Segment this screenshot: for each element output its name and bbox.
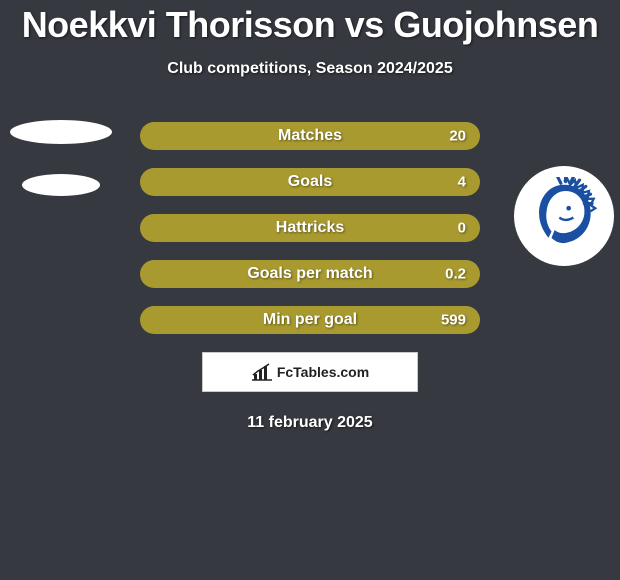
stat-row: Min per goal 599 bbox=[140, 306, 480, 334]
date-label: 11 february 2025 bbox=[0, 414, 620, 432]
brand-footer[interactable]: FcTables.com bbox=[202, 352, 418, 392]
oval-placeholder-icon bbox=[10, 120, 112, 144]
stat-value: 599 bbox=[441, 312, 466, 329]
player-left-placeholder bbox=[10, 120, 112, 196]
stats-container: Matches 20 Goals 4 Hattricks 0 Goals per match… bbox=[0, 122, 620, 334]
stat-row: Goals per match 0.2 bbox=[140, 260, 480, 288]
oval-placeholder-icon bbox=[22, 174, 100, 196]
stat-value: 4 bbox=[458, 174, 466, 191]
stat-row: Hattricks 0 bbox=[140, 214, 480, 242]
stat-label: Goals bbox=[288, 173, 332, 191]
stat-label: Hattricks bbox=[276, 219, 344, 237]
stat-row: Goals 4 bbox=[140, 168, 480, 196]
stat-value: 0 bbox=[458, 220, 466, 237]
bar-chart-icon bbox=[251, 363, 273, 381]
stat-row: Matches 20 bbox=[140, 122, 480, 150]
stat-value: 0.2 bbox=[445, 266, 466, 283]
title: Noekkvi Thorisson vs Guojohnsen bbox=[0, 4, 620, 46]
brand-label: FcTables.com bbox=[277, 364, 369, 380]
stat-label: Goals per match bbox=[247, 265, 372, 283]
stat-value: 20 bbox=[449, 128, 466, 145]
stat-label: Matches bbox=[278, 127, 342, 145]
team-badge bbox=[514, 166, 614, 266]
player-right-badge bbox=[514, 166, 614, 266]
stat-label: Min per goal bbox=[263, 311, 357, 329]
subtitle: Club competitions, Season 2024/2025 bbox=[0, 60, 620, 78]
comparison-infographic: Noekkvi Thorisson vs Guojohnsen Club com… bbox=[0, 0, 620, 432]
headdress-icon bbox=[525, 177, 603, 255]
